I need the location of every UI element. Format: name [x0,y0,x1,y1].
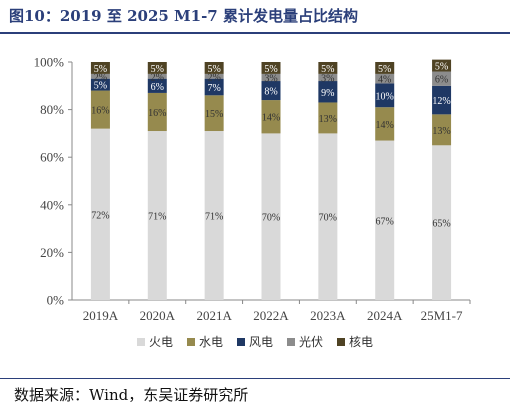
data-label: 16% [148,108,166,119]
data-label: 16% [91,106,109,117]
bar-segment [432,59,452,72]
data-label: 5% [321,64,334,75]
bar-segment [90,128,110,300]
x-tick-label: 2021A [196,308,232,323]
y-tick-label: 60% [40,150,64,165]
data-label: 71% [205,212,223,223]
bar-segment [204,73,224,79]
bar-segment [432,71,452,86]
bar-segment [261,81,281,101]
legend-label: 核电 [349,335,373,349]
x-tick-label: 2024A [367,308,403,323]
bar-segment [90,62,110,74]
bar-segment [375,140,395,300]
bar-segment [147,92,167,132]
x-tick-label: 2019A [83,308,119,323]
data-label: 9% [321,88,334,99]
data-label: 14% [262,113,280,124]
data-label: 7% [207,83,220,94]
bar-segment [318,133,338,300]
bar-segment [318,73,338,82]
bar-segment [375,107,395,141]
legend-label: 风电 [249,335,273,349]
bar-segment [375,83,395,108]
bar-segment [261,133,281,300]
data-label: 6% [435,75,448,86]
data-label: 65% [432,219,450,230]
bar-segment [90,73,110,79]
legend-label: 光伏 [299,335,323,349]
data-label: 4% [378,75,391,86]
stacked-bar-chart: 0%20%40%60%80%100%72%16%5%2%5%2019A71%16… [34,55,471,349]
bar-segment [90,78,110,91]
bar-segment [432,114,452,146]
data-label: 70% [262,213,280,224]
data-label: 2% [207,72,220,83]
data-label: 5% [151,64,164,75]
x-tick-label: 2022A [253,308,289,323]
data-label: 15% [205,109,223,120]
bar-segment [204,78,224,96]
bar-segment [90,90,110,129]
y-tick-label: 40% [40,197,64,212]
legend-swatch [187,338,195,346]
legend-swatch [287,338,295,346]
x-tick-label: 2020A [140,308,176,323]
bar-segment [147,131,167,300]
data-label: 3% [321,73,334,84]
y-tick-label: 100% [34,55,65,70]
bar-segment [261,62,281,74]
data-label: 70% [319,213,337,224]
y-tick-label: 80% [40,102,64,117]
data-label: 5% [264,64,277,75]
bar-segment [147,78,167,93]
figure-title: 图10：2019 至 2025 M1-7 累计发电量占比结构 [9,7,358,25]
data-label: 5% [94,81,107,92]
y-tick-label: 0% [47,293,65,308]
data-label: 13% [432,126,450,137]
bar-segment [204,95,224,132]
data-label: 2% [94,72,107,83]
data-label: 5% [94,64,107,75]
bar-segment [318,62,338,74]
bar-segment [147,73,167,79]
bar-segment [318,102,338,134]
data-label: 10% [376,91,394,102]
data-label: 6% [151,82,164,93]
data-label: 8% [264,87,277,98]
bar-segment [375,62,395,74]
source-divider [0,378,510,379]
legend-swatch [237,338,245,346]
bar-segment [261,100,281,134]
data-label: 5% [435,62,448,73]
data-label: 71% [148,212,166,223]
bar-segment [147,62,167,74]
legend-swatch [137,338,145,346]
legend-swatch [337,338,345,346]
x-tick-label: 2023A [310,308,346,323]
data-label: 67% [376,216,394,227]
title-divider [0,32,510,34]
data-label: 5% [378,64,391,75]
y-tick-label: 20% [40,245,64,260]
x-tick-label: 25M1-7 [421,308,463,323]
data-label: 72% [91,210,109,221]
data-label: 3% [264,73,277,84]
bar-segment [432,145,452,300]
legend-label: 火电 [149,335,173,349]
bar-segment [204,62,224,74]
data-label: 12% [432,96,450,107]
bar-segment [375,73,395,84]
bar-segment [261,73,281,82]
legend-label: 水电 [199,335,223,349]
data-label: 13% [319,114,337,125]
bar-segment [204,131,224,300]
data-label: 2% [151,72,164,83]
data-label: 14% [376,120,394,131]
source-note: 数据来源：Wind，东吴证券研究所 [14,386,249,404]
data-label: 5% [207,64,220,75]
bar-segment [432,85,452,115]
bar-segment [318,81,338,103]
